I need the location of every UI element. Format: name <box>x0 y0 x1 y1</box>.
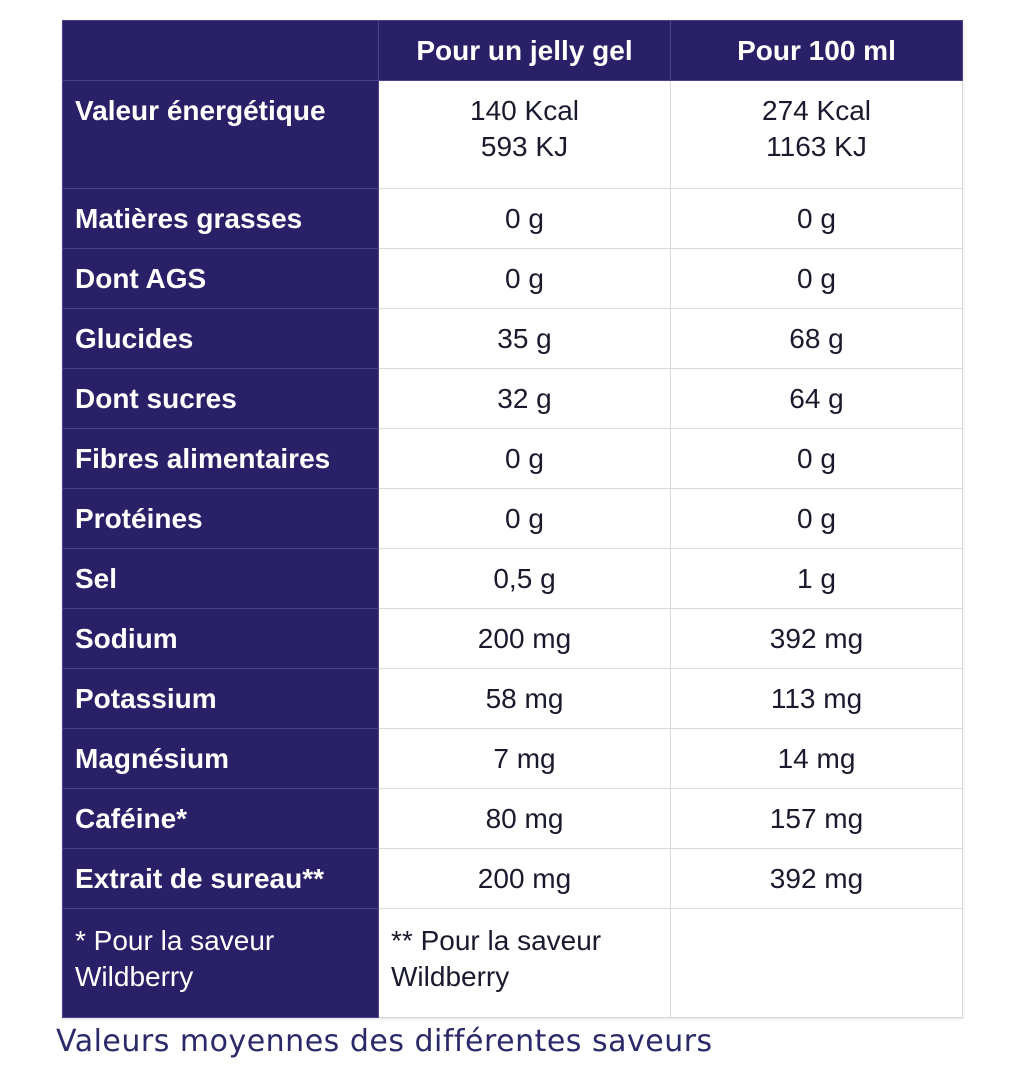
row-label: Potassium <box>62 668 379 729</box>
energy-per-100ml-cell: 274 Kcal 1163 KJ <box>670 80 963 189</box>
value-per-gel: 0 g <box>378 188 671 249</box>
row-label: Dont AGS <box>62 248 379 309</box>
table-row: Magnésium 7 mg 14 mg <box>62 728 963 789</box>
table-row: Dont sucres 32 g 64 g <box>62 368 963 429</box>
energy-per-100ml-kcal: 274 Kcal <box>762 95 871 126</box>
value-per-100ml: 64 g <box>670 368 963 429</box>
value-per-100ml: 157 mg <box>670 788 963 849</box>
energy-per-gel-cell: 140 Kcal 593 KJ <box>378 80 671 189</box>
value-per-100ml: 0 g <box>670 188 963 249</box>
footnote-empty-cell <box>670 908 963 1018</box>
value-per-100ml: 68 g <box>670 308 963 369</box>
row-label: Caféine* <box>62 788 379 849</box>
value-per-100ml: 0 g <box>670 488 963 549</box>
value-per-gel: 80 mg <box>378 788 671 849</box>
header-corner-cell <box>62 20 379 81</box>
row-label-energy: Valeur énergétique <box>62 80 379 189</box>
table-row: Protéines 0 g 0 g <box>62 488 963 549</box>
table-row: Dont AGS 0 g 0 g <box>62 248 963 309</box>
table-row: Matières grasses 0 g 0 g <box>62 188 963 249</box>
table-header-row: Pour un jelly gel Pour 100 ml <box>62 20 963 81</box>
table-row-footnotes: * Pour la saveur Wildberry ** Pour la sa… <box>62 908 963 1018</box>
table-row: Sodium 200 mg 392 mg <box>62 608 963 669</box>
value-per-100ml: 0 g <box>670 248 963 309</box>
table-row: Fibres alimentaires 0 g 0 g <box>62 428 963 489</box>
table-row: Glucides 35 g 68 g <box>62 308 963 369</box>
table-row-energy: Valeur énergétique 140 Kcal 593 KJ 274 K… <box>62 80 963 189</box>
value-per-gel: 0 g <box>378 248 671 309</box>
row-label: Sel <box>62 548 379 609</box>
row-label: Dont sucres <box>62 368 379 429</box>
header-per-gel: Pour un jelly gel <box>378 20 671 81</box>
energy-per-gel-kcal: 140 Kcal <box>470 95 579 126</box>
value-per-100ml: 392 mg <box>670 608 963 669</box>
table-row: Potassium 58 mg 113 mg <box>62 668 963 729</box>
value-per-gel: 58 mg <box>378 668 671 729</box>
header-per-100ml: Pour 100 ml <box>670 20 963 81</box>
value-per-gel: 200 mg <box>378 608 671 669</box>
footnote-caffeine: * Pour la saveur Wildberry <box>62 908 379 1018</box>
value-per-100ml: 1 g <box>670 548 963 609</box>
table-caption: Valeurs moyennes des différentes saveurs <box>56 1024 713 1059</box>
row-label: Protéines <box>62 488 379 549</box>
row-label: Fibres alimentaires <box>62 428 379 489</box>
value-per-100ml: 392 mg <box>670 848 963 909</box>
row-label: Sodium <box>62 608 379 669</box>
value-per-gel: 7 mg <box>378 728 671 789</box>
value-per-100ml: 0 g <box>670 428 963 489</box>
value-per-gel: 0,5 g <box>378 548 671 609</box>
value-per-100ml: 14 mg <box>670 728 963 789</box>
row-label: Extrait de sureau** <box>62 848 379 909</box>
row-label: Magnésium <box>62 728 379 789</box>
row-label: Matières grasses <box>62 188 379 249</box>
value-per-gel: 0 g <box>378 428 671 489</box>
nutrition-table: Pour un jelly gel Pour 100 ml Valeur éne… <box>62 20 963 1018</box>
table-row: Sel 0,5 g 1 g <box>62 548 963 609</box>
table-body: Valeur énergétique 140 Kcal 593 KJ 274 K… <box>62 80 963 1018</box>
value-per-gel: 35 g <box>378 308 671 369</box>
table-row: Extrait de sureau** 200 mg 392 mg <box>62 848 963 909</box>
row-label: Glucides <box>62 308 379 369</box>
value-per-100ml: 113 mg <box>670 668 963 729</box>
value-per-gel: 0 g <box>378 488 671 549</box>
energy-per-gel-kj: 593 KJ <box>480 131 569 162</box>
value-per-gel: 200 mg <box>378 848 671 909</box>
footnote-elderberry: ** Pour la saveur Wildberry <box>378 908 671 1018</box>
value-per-gel: 32 g <box>378 368 671 429</box>
energy-per-100ml-kj: 1163 KJ <box>766 131 867 162</box>
table-row: Caféine* 80 mg 157 mg <box>62 788 963 849</box>
